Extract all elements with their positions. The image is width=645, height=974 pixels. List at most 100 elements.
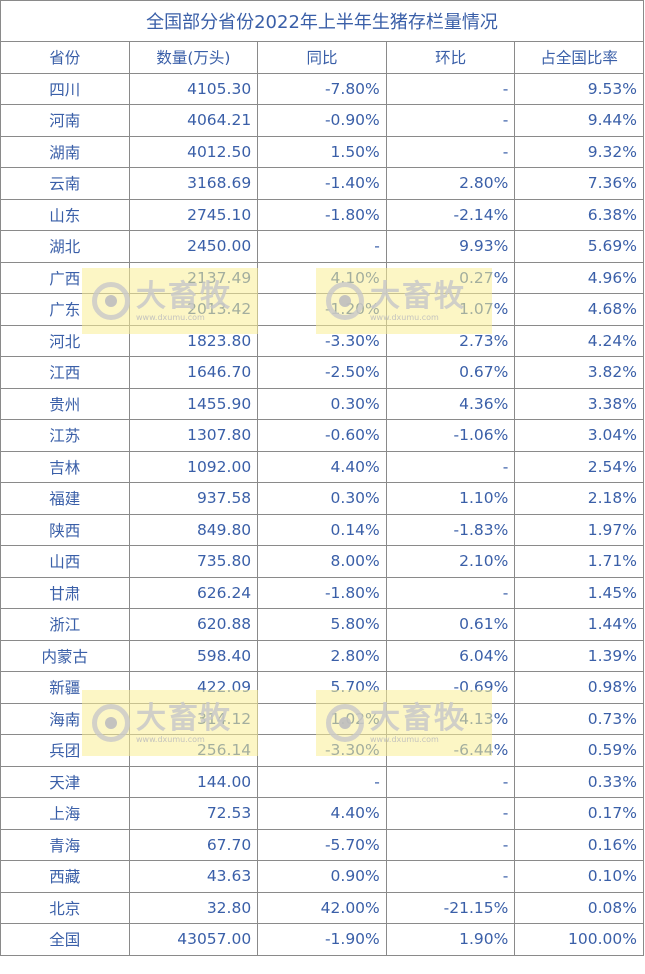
cell-mom: 2.10% (385, 545, 516, 578)
cell-share: 1.71% (514, 545, 644, 578)
watermark-brand: 大畜牧 (136, 278, 232, 314)
table-row: 甘肃 626.24 -1.80% -1.45% (0, 576, 644, 609)
table-row: 陕西 849.80 0.14% -1.83% 1.97% (0, 513, 644, 546)
cell-yoy: -2.50% (257, 356, 387, 389)
watermark-url: www.dxumu.com (370, 734, 439, 744)
cell-share: 4.96% (514, 261, 644, 294)
cell-quantity: 1307.80 (128, 419, 259, 452)
cell-yoy: 8.00% (257, 545, 387, 578)
cell-yoy: -1.80% (257, 198, 387, 231)
cell-yoy: -7.80% (257, 72, 387, 105)
title-row: 全国部分省份2022年上半年生猪存栏量情况 (0, 0, 644, 42)
table-row: 天津 144.00- -0.33% (0, 765, 644, 798)
cell-province: 陕西 (0, 513, 130, 546)
cell-mom: -2.14% (385, 198, 516, 231)
cell-share: 1.45% (514, 576, 644, 609)
cell-quantity: 4105.30 (128, 72, 259, 105)
cell-yoy: 5.80% (257, 608, 387, 641)
watermark-brand: 大畜牧 (370, 700, 466, 736)
cell-mom: 1.90% (385, 923, 516, 956)
cell-share: 1.44% (514, 608, 644, 641)
cell-quantity: 626.24 (128, 576, 259, 609)
table-row: 福建 937.58 0.30% 1.10% 2.18% (0, 482, 644, 515)
cell-share: 1.39% (514, 639, 644, 672)
cell-yoy: -1.80% (257, 576, 387, 609)
watermark-url: www.dxumu.com (136, 734, 205, 744)
cell-yoy: -1.90% (257, 923, 387, 956)
cell-province: 湖北 (0, 230, 130, 263)
cell-quantity: 144.00 (128, 765, 259, 798)
table-row: 浙江 620.88 5.80% 0.61% 1.44% (0, 608, 644, 641)
watermark: 大畜牧 www.dxumu.com (82, 268, 258, 334)
cell-share: 6.38% (514, 198, 644, 231)
cell-mom: - (385, 72, 516, 105)
watermark-url: www.dxumu.com (136, 312, 205, 322)
cell-province: 江西 (0, 356, 130, 389)
cell-province: 山东 (0, 198, 130, 231)
cell-quantity: 3168.69 (128, 167, 259, 200)
cell-province: 云南 (0, 167, 130, 200)
table-row: 江苏 1307.80 -0.60% -1.06% 3.04% (0, 419, 644, 452)
cell-quantity: 598.40 (128, 639, 259, 672)
cell-yoy: - (257, 230, 387, 263)
watermark-brand: 大畜牧 (370, 278, 466, 314)
table-row: 江西 1646.70 -2.50% 0.67% 3.82% (0, 356, 644, 389)
cell-yoy: 4.40% (257, 797, 387, 830)
table-row: 全国 43057.00 -1.90% 1.90% 100.00% (0, 923, 644, 956)
cell-province: 福建 (0, 482, 130, 515)
cell-share: 0.08% (514, 891, 644, 924)
cell-share: 3.38% (514, 387, 644, 420)
dxumu-logo-icon (92, 282, 130, 320)
cell-share: 7.36% (514, 167, 644, 200)
cell-yoy: -5.70% (257, 828, 387, 861)
cell-mom: 1.10% (385, 482, 516, 515)
cell-share: 3.04% (514, 419, 644, 452)
table-row: 西藏 43.63 0.90% -0.10% (0, 860, 644, 893)
cell-quantity: 2450.00 (128, 230, 259, 263)
cell-share: 0.73% (514, 702, 644, 735)
cell-share: 4.68% (514, 293, 644, 326)
table-title: 全国部分省份2022年上半年生猪存栏量情况 (0, 0, 644, 42)
cell-yoy: 2.80% (257, 639, 387, 672)
cell-quantity: 937.58 (128, 482, 259, 515)
cell-share: 4.24% (514, 324, 644, 357)
table-row: 湖北 2450.00-9.93% 5.69% (0, 230, 644, 263)
cell-mom: - (385, 765, 516, 798)
cell-mom: -1.06% (385, 419, 516, 452)
cell-quantity: 849.80 (128, 513, 259, 546)
header-quantity: 数量(万头) (128, 41, 259, 74)
cell-yoy: 0.30% (257, 387, 387, 420)
cell-mom: 6.04% (385, 639, 516, 672)
cell-quantity: 43057.00 (128, 923, 259, 956)
cell-quantity: 4012.50 (128, 135, 259, 168)
header-share: 占全国比率 (514, 41, 644, 74)
cell-quantity: 4064.21 (128, 104, 259, 137)
cell-mom: 4.36% (385, 387, 516, 420)
dxumu-logo-icon (326, 282, 364, 320)
cell-quantity: 72.53 (128, 797, 259, 830)
cell-quantity: 1455.90 (128, 387, 259, 420)
cell-mom: 9.93% (385, 230, 516, 263)
table-row: 北京 32.80 42.00% -21.15% 0.08% (0, 891, 644, 924)
cell-province: 吉林 (0, 450, 130, 483)
table-row: 山东 2745.10 -1.80% -2.14% 6.38% (0, 198, 644, 231)
cell-province: 内蒙古 (0, 639, 130, 672)
cell-share: 0.10% (514, 860, 644, 893)
header-province: 省份 (0, 41, 130, 74)
cell-mom: - (385, 860, 516, 893)
table-row: 上海 72.53 4.40% -0.17% (0, 797, 644, 830)
cell-mom: - (385, 797, 516, 830)
cell-province: 山西 (0, 545, 130, 578)
cell-yoy: -0.60% (257, 419, 387, 452)
cell-mom: 2.73% (385, 324, 516, 357)
cell-yoy: - (257, 765, 387, 798)
watermark-brand: 大畜牧 (136, 700, 232, 736)
header-mom: 环比 (385, 41, 516, 74)
table-row: 贵州 1455.90 0.30% 4.36% 3.38% (0, 387, 644, 420)
cell-quantity: 2745.10 (128, 198, 259, 231)
watermark-url: www.dxumu.com (370, 312, 439, 322)
cell-quantity: 43.63 (128, 860, 259, 893)
cell-province: 河南 (0, 104, 130, 137)
cell-share: 0.16% (514, 828, 644, 861)
cell-share: 0.59% (514, 734, 644, 767)
